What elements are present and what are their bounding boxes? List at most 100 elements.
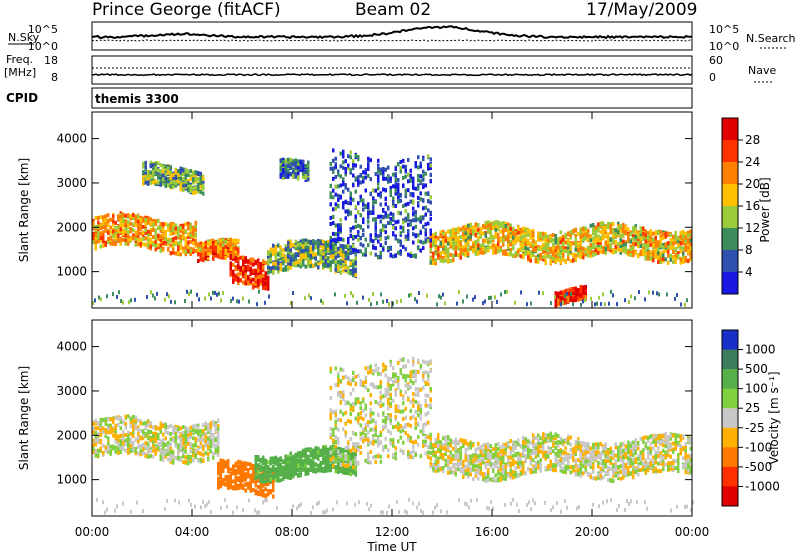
heat-cell <box>402 204 405 208</box>
heat-cell <box>100 418 103 422</box>
heat-cell <box>106 294 108 298</box>
heat-cell <box>214 291 216 295</box>
heat-cell <box>317 252 320 256</box>
heat-cell <box>560 296 563 300</box>
heat-cell <box>442 250 445 254</box>
heat-cell <box>225 256 228 260</box>
heat-cell <box>152 163 155 167</box>
heat-cell <box>175 176 178 180</box>
heat-cell <box>442 238 445 242</box>
heat-cell <box>557 241 560 245</box>
heat-cell <box>447 258 450 262</box>
heat-cell <box>590 238 593 242</box>
heat-cell <box>530 250 533 254</box>
heat-cell <box>545 261 548 265</box>
heat-cell <box>397 211 400 215</box>
heat-cell <box>605 235 608 239</box>
heat-cell <box>315 263 318 267</box>
heat-cell <box>320 258 323 262</box>
heat-cell <box>415 215 418 219</box>
heat-cell <box>432 261 435 265</box>
heat-cell <box>342 150 345 154</box>
heat-cell <box>287 174 290 178</box>
heat-cell <box>285 256 288 260</box>
heat-cell <box>427 163 430 167</box>
heat-cell <box>152 294 154 298</box>
heat-cell <box>382 208 385 212</box>
heat-cell <box>182 177 185 181</box>
heat-cell <box>207 252 210 256</box>
heat-cell <box>100 447 103 451</box>
heat-cell <box>262 265 265 269</box>
heat-cell <box>145 421 148 425</box>
heat-cell <box>157 436 160 440</box>
heat-cell <box>350 261 353 265</box>
heat-cell <box>422 198 425 202</box>
heat-cell <box>430 229 433 233</box>
heat-cell <box>177 226 180 230</box>
heat-cell <box>245 257 248 261</box>
heat-cell <box>352 264 355 268</box>
heat-cell <box>507 223 510 227</box>
heat-cell <box>360 198 363 202</box>
heat-cell <box>157 442 160 446</box>
heat-cell <box>290 166 293 170</box>
heat-cell <box>530 241 533 245</box>
heat-cell <box>295 175 298 179</box>
heat-cell <box>317 241 320 245</box>
heat-cell <box>295 254 298 258</box>
heat-cell <box>282 268 285 272</box>
heat-cell <box>417 187 420 191</box>
heat-cell <box>147 451 150 455</box>
heat-cell <box>555 259 558 263</box>
heat-cell <box>387 246 390 250</box>
heat-cell <box>267 285 270 289</box>
heat-cell <box>527 229 530 233</box>
heat-cell <box>447 250 450 254</box>
heat-cell <box>430 173 433 177</box>
heat-cell <box>322 301 324 305</box>
heat-cell <box>195 170 198 174</box>
heat-cell <box>427 199 430 203</box>
heat-cell <box>150 171 153 175</box>
heat-cell <box>557 249 560 253</box>
heat-cell <box>420 191 423 195</box>
heat-cell <box>622 223 625 227</box>
heat-cell <box>370 177 373 181</box>
heat-cell <box>142 165 145 169</box>
heat-cell <box>555 234 558 238</box>
heat-cell <box>305 242 308 246</box>
heat-cell <box>592 253 595 257</box>
heat-cell <box>147 221 150 225</box>
heat-cell <box>420 179 423 183</box>
heat-cell <box>367 163 370 167</box>
heat-cell <box>362 203 365 207</box>
heat-cell <box>202 184 205 188</box>
heat-cell <box>152 180 155 184</box>
heat-cell <box>650 232 653 236</box>
heat-cell <box>442 232 445 236</box>
heat-cell <box>597 222 600 226</box>
freq-left-tick-bottom: 8 <box>51 71 58 84</box>
heat-cell <box>145 454 148 458</box>
heat-cell <box>175 227 178 231</box>
heat-cell <box>435 247 438 251</box>
heat-cell <box>360 236 363 240</box>
heat-cell <box>155 426 158 430</box>
heat-cell <box>442 242 445 246</box>
heat-cell <box>670 246 673 250</box>
heat-cell <box>605 247 608 251</box>
heat-cell <box>425 172 428 176</box>
freq-panel: Freq. [MHz] 18 8 60 0 Nave <box>4 53 776 84</box>
heat-cell <box>405 247 408 251</box>
heat-cell <box>397 196 400 200</box>
heat-cell <box>645 229 648 233</box>
heat-cell <box>120 450 123 454</box>
heat-cell <box>490 235 493 239</box>
heat-cell <box>647 251 650 255</box>
heat-cell <box>132 213 135 217</box>
heat-cell <box>207 242 210 246</box>
heat-cell <box>527 241 530 245</box>
heat-cell <box>267 259 270 263</box>
heat-cell <box>525 229 528 233</box>
